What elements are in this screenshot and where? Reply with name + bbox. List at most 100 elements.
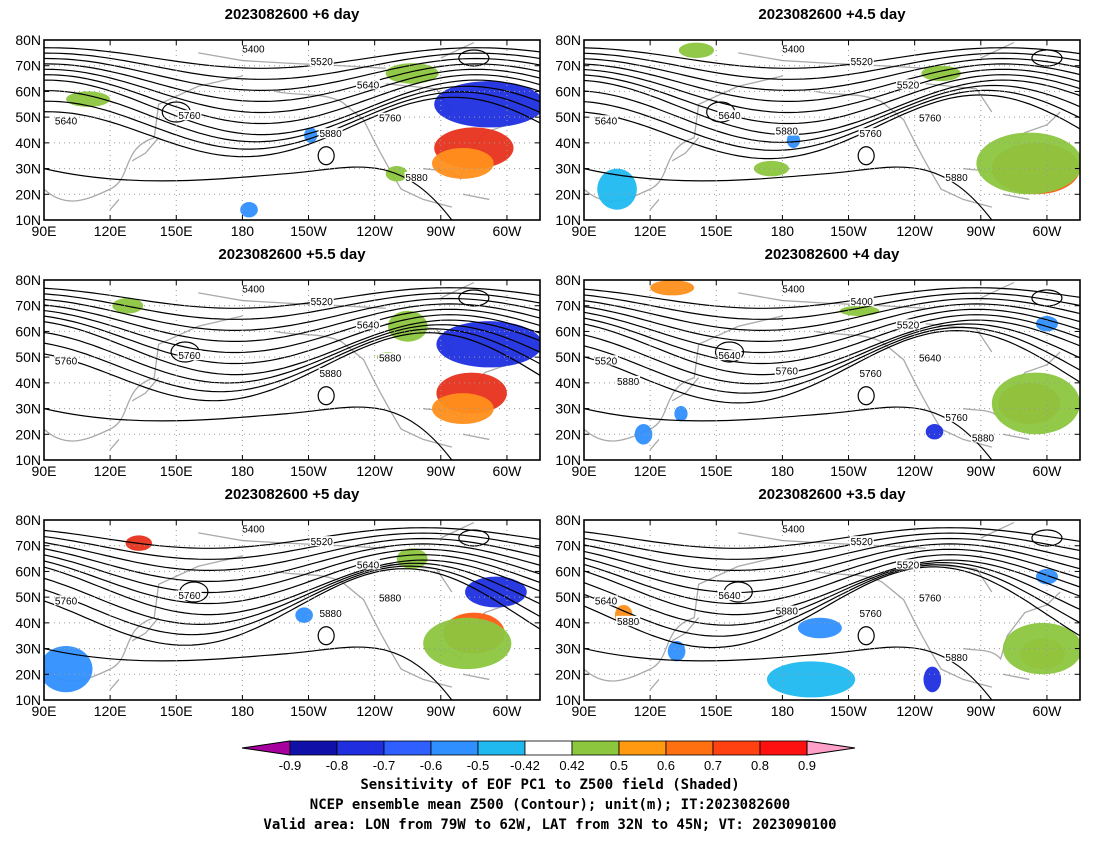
footer-line-1: Sensitivity of EOF PC1 to Z500 field (Sh… <box>360 777 740 793</box>
sensitivity-shade <box>925 424 944 440</box>
map-frame <box>43 279 541 461</box>
contour-label-bg <box>717 350 742 361</box>
contour-label-bg <box>858 368 883 379</box>
lat-tick-label: 50N <box>555 589 581 605</box>
lon-tick-label: 90W <box>426 463 456 479</box>
contour-label: 5520 <box>851 57 874 68</box>
lat-tick-label: 10N <box>15 692 41 708</box>
sensitivity-shade <box>597 168 637 210</box>
contour-label: 5760 <box>919 594 942 605</box>
contour-label-bg <box>781 43 806 54</box>
gridlines <box>44 280 540 460</box>
contour-label-bg <box>781 523 806 534</box>
lat-tick-label: 20N <box>555 666 581 682</box>
lat-tick-label: 80N <box>15 32 41 48</box>
contour-label: 5520 <box>851 537 874 548</box>
sensitivity-shade <box>44 646 93 693</box>
panel-title-5: 2023082600 +5 day <box>224 486 360 503</box>
contour-label-bg <box>918 592 943 603</box>
contour-label: 5760 <box>859 369 882 380</box>
colorbar-swatch <box>712 740 761 756</box>
sensitivity-shade <box>923 666 942 693</box>
contour-label-bg <box>616 375 641 386</box>
contour-label-bg <box>309 296 334 307</box>
contour-label: 5880 <box>972 433 995 444</box>
contour-label-bg <box>378 592 403 603</box>
sensitivity-shade <box>839 305 880 316</box>
lat-tick-label: 30N <box>15 161 41 177</box>
colorbar-swatch <box>524 740 573 756</box>
lon-tick-label: 120E <box>634 463 667 479</box>
contour-label: 5640 <box>595 596 618 607</box>
lat-tick-label: 80N <box>555 32 581 48</box>
colorbar-swatch <box>759 740 808 756</box>
lon-tick-label: 150E <box>700 703 733 719</box>
contour-label-bg <box>177 110 202 121</box>
contour-label: 5880 <box>617 377 640 388</box>
contour-label-bg <box>318 608 343 619</box>
contour-label: 5520 <box>311 537 334 548</box>
lat-tick-label: 60N <box>15 563 41 579</box>
lon-tick-label: 150W <box>830 463 867 479</box>
contour-label-bg <box>241 523 266 534</box>
contour-label: 5520 <box>595 356 618 367</box>
colorbar-tick-label: -0.6 <box>420 758 442 773</box>
z500-contours <box>44 527 540 700</box>
lon-tick-label: 120W <box>356 463 393 479</box>
contour-label-bg <box>944 171 969 182</box>
sensitivity-shade <box>667 640 686 662</box>
lon-tick-label: 120E <box>634 223 667 239</box>
colorbar-arrow-low <box>241 740 291 756</box>
contour-label-bg <box>971 432 996 443</box>
lon-tick-label: 150W <box>290 223 327 239</box>
contour-label-bg <box>896 79 921 90</box>
lat-tick-label: 50N <box>555 349 581 365</box>
contour-label: 5640 <box>55 116 78 127</box>
contour-label: 5640 <box>595 116 618 127</box>
contour-label: 5400 <box>242 284 265 295</box>
contour-label: 5880 <box>319 369 342 380</box>
sensitivity-shade <box>753 160 790 177</box>
lat-tick-label: 40N <box>555 615 581 631</box>
colorbar: -0.9 -0.8 -0.7 -0.6 -0.5 -0.42 0.42 0.5 0.6 0.7 0.… <box>241 740 856 773</box>
lat-tick-label: 80N <box>555 272 581 288</box>
lat-tick-label: 40N <box>555 375 581 391</box>
colorbar-swatch <box>477 740 526 756</box>
z500-contours <box>584 527 1080 700</box>
lat-tick-label: 80N <box>555 512 581 528</box>
panel-title-3: 2023082600 +5.5 day <box>218 246 366 263</box>
map-frame <box>43 519 541 701</box>
lon-tick-label: 150E <box>160 223 193 239</box>
sensitivity-shade <box>674 406 688 422</box>
gridlines <box>584 40 1080 220</box>
contour-label-bg <box>356 559 381 570</box>
contour-label: 5760 <box>859 129 882 140</box>
lon-tick-label: 150E <box>700 463 733 479</box>
colorbar-tick-label: -0.8 <box>326 758 348 773</box>
contour-label-bg <box>896 559 921 570</box>
contour-label-bg <box>717 590 742 601</box>
colorbar-swatch <box>430 740 479 756</box>
lat-tick-label: 60N <box>555 83 581 99</box>
lat-tick-label: 10N <box>555 212 581 228</box>
contour-label-bg <box>356 319 381 330</box>
map-frame <box>43 39 541 221</box>
colorbar-swatch <box>383 740 432 756</box>
lon-tick-label: 60W <box>493 223 523 239</box>
contour-label-bg <box>309 56 334 67</box>
lon-tick-label: 60W <box>1033 703 1063 719</box>
contour-label: 5760 <box>379 114 402 125</box>
colorbar-tick-label: 0.6 <box>657 758 675 773</box>
sensitivity-shade <box>650 280 695 296</box>
lon-tick-label: 90E <box>32 703 57 719</box>
contour-label: 5880 <box>379 354 402 365</box>
lat-tick-label: 20N <box>555 426 581 442</box>
footer-line-2: NCEP ensemble mean Z500 (Contour); unit(… <box>309 797 791 813</box>
sensitivity-shade <box>66 91 111 107</box>
lat-tick-label: 70N <box>15 58 41 74</box>
lon-tick-label: 120E <box>94 463 127 479</box>
